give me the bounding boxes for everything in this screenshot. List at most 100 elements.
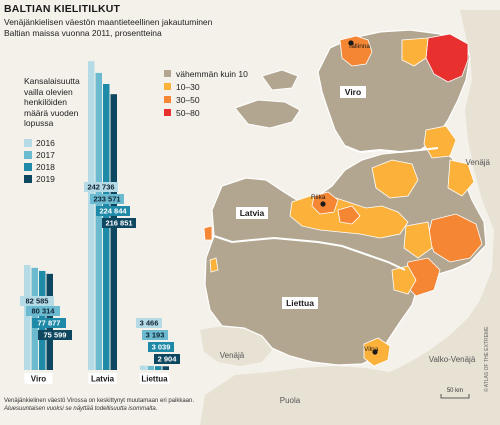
country-label-box-liettua (282, 297, 318, 309)
credit: © ATLAS OF THE EXTREME (484, 326, 490, 392)
year-legend-item: 2018 (24, 162, 55, 172)
value-label: 233 571 (93, 195, 120, 204)
bar-chart-label-line: vailla olevien (24, 86, 73, 97)
value-label-box (142, 330, 168, 340)
value-label-box (96, 206, 130, 216)
country-label-liettua: Liettua (286, 298, 314, 308)
value-label-box (154, 354, 180, 364)
category-label-latvia: Latvia (91, 375, 115, 384)
footnote-line: Aluesuuntaisen vuoksi se näyttää todelli… (4, 406, 158, 412)
map-legend-swatch (164, 70, 171, 77)
region-visaginas (391, 265, 417, 295)
value-label-box (84, 182, 118, 192)
region-jelgava (337, 205, 361, 225)
map-legend-item: 30–50 (164, 94, 248, 105)
category-label-box (24, 373, 53, 384)
city-dot-tallinna (348, 40, 354, 46)
kaliningrad-land (200, 326, 272, 366)
value-label: 3 039 (152, 343, 171, 352)
map-legend-swatch (164, 96, 171, 103)
value-label: 82 585 (26, 297, 49, 306)
region-latgale-west (403, 221, 433, 259)
bar-latvia-2017 (95, 72, 102, 370)
map-legend-item: 10–30 (164, 81, 248, 92)
value-label-box (26, 306, 60, 316)
neighbor-label-venaja-north: Venäjä (466, 158, 491, 167)
value-label-box (136, 318, 162, 328)
value-label-box (90, 194, 124, 204)
value-label-box (32, 318, 66, 328)
year-legend-label: 2018 (36, 162, 55, 172)
country-label-viro: Viro (345, 87, 361, 97)
year-legend-swatch (24, 151, 32, 159)
value-label-box (20, 296, 54, 306)
category-label-box (139, 373, 170, 384)
neighbor-land (200, 10, 500, 425)
neighbor-label-venaja-kaliningrad: Venäjä (220, 351, 245, 360)
year-legend-item: 2019 (24, 174, 55, 184)
bar-liettua-2019 (162, 366, 169, 370)
bar-latvia-2016 (88, 61, 95, 370)
map-legend-label: 10–30 (176, 81, 200, 92)
value-label: 3 193 (146, 331, 165, 340)
city-dot-vilna (372, 349, 378, 355)
map-legend-swatch (164, 109, 171, 116)
year-legend-item: 2016 (24, 138, 55, 148)
map-legend-item: 50–80 (164, 107, 248, 118)
map-legend-label: 50–80 (176, 107, 200, 118)
neighbor-label-puola: Puola (280, 396, 301, 405)
bar-latvia-2019 (110, 94, 117, 370)
value-label: 216 851 (105, 219, 132, 228)
region-tallinn (339, 35, 373, 67)
bar-viro-2016 (24, 264, 31, 370)
page-title: BALTIAN KIELITILKUT (4, 3, 121, 15)
subtitle-line: Venäjänkielisen väestön maantieteellinen… (4, 17, 213, 27)
footnote: Venäjänkielinen väestö Virossa on keskit… (4, 397, 194, 413)
value-label-box (148, 342, 174, 352)
year-legend-label: 2019 (36, 174, 55, 184)
bar-liettua-2016 (140, 365, 147, 370)
bar-chart-label-line: määrä vuoden (24, 107, 79, 118)
bar-liettua-2018 (155, 366, 162, 370)
year-legend-label: 2016 (36, 138, 55, 148)
year-legend: 2016 2017 2018 2019 (24, 138, 55, 186)
country-label-latvia: Latvia (240, 208, 265, 218)
map-legend: vähemmän kuin 10 10–30 30–50 50–80 (164, 68, 248, 120)
year-legend-item: 2017 (24, 150, 55, 160)
value-label-box (102, 218, 136, 228)
bar-chart-label: Kansalaisuutta vailla olevien henkilöide… (24, 76, 80, 129)
region-latvia-north (371, 159, 419, 199)
value-label: 224 844 (99, 207, 127, 216)
country-label-box-viro (340, 86, 366, 98)
category-label-viro: Viro (31, 375, 47, 384)
bar-liettua-2017 (147, 365, 154, 370)
year-legend-swatch (24, 139, 32, 147)
region-ida-virumaa (425, 33, 469, 83)
category-label-box (88, 373, 117, 384)
value-label-box (38, 330, 72, 340)
city-label-riika: Riika (311, 194, 326, 201)
map-legend-swatch (164, 83, 171, 90)
value-label: 2 904 (158, 355, 178, 364)
bar-chart-label-line: henkilöiden (24, 97, 68, 107)
value-label: 77 877 (38, 319, 61, 328)
region-liepaja (203, 225, 213, 241)
map-legend-label: 30–50 (176, 94, 200, 105)
neighbor-label-valko-venaja: Valko-Venäjä (429, 355, 476, 364)
map-legend-item: vähemmän kuin 10 (164, 68, 248, 79)
footnote-line: Venäjänkielinen väestö Virossa on keskit… (4, 398, 194, 404)
bar-chart-label-line: lopussa (24, 118, 54, 128)
value-label: 3 466 (140, 319, 159, 328)
region-latvia-mid (423, 125, 457, 159)
city-dot-riika (320, 201, 326, 207)
subtitle-line: Baltian maissa vuonna 2011, prosentteina (4, 27, 162, 38)
year-legend-swatch (24, 175, 32, 183)
category-label-liettua: Liettua (141, 375, 168, 384)
scale-bar (440, 394, 470, 399)
year-legend-label: 2017 (36, 150, 55, 160)
border-latvia-lithuania (213, 235, 406, 271)
estonia-island-hiiumaa (261, 69, 299, 91)
city-label-vilna: Vilna (364, 346, 379, 353)
bar-chart-label-line: Kansalaisuutta (24, 76, 80, 86)
